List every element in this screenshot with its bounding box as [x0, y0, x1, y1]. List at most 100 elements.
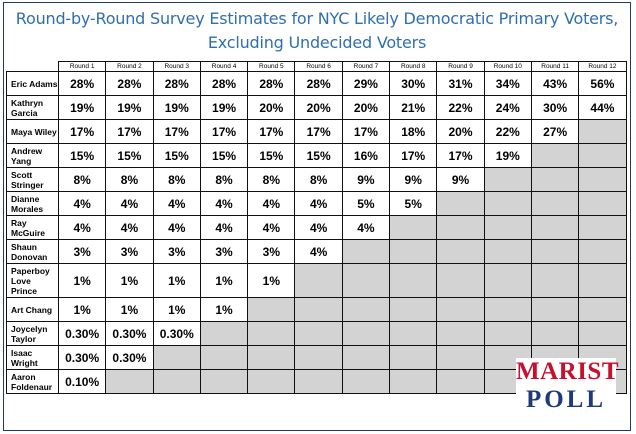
vote-share-cell: 3% — [247, 239, 296, 264]
eliminated-cell — [341, 369, 391, 394]
vote-share-cell: 15% — [294, 143, 343, 168]
vote-share-cell: 30% — [389, 71, 438, 96]
vote-share-cell: 1% — [57, 263, 107, 298]
vote-share-cell: 28% — [57, 71, 107, 96]
eliminated-cell — [247, 369, 296, 394]
vote-share-cell: 1% — [152, 297, 201, 322]
vote-share-cell: 18% — [389, 119, 438, 144]
eliminated-cell — [578, 321, 627, 346]
vote-share-cell: 20% — [341, 95, 391, 120]
vote-share-cell: 17% — [389, 143, 438, 168]
vote-share-cell: 19% — [483, 143, 532, 168]
column-header-round-12: Round 12 — [578, 61, 627, 72]
eliminated-cell — [530, 239, 580, 264]
vote-share-cell: 0.30% — [57, 345, 107, 370]
eliminated-cell — [436, 239, 485, 264]
vote-share-cell: 17% — [105, 119, 154, 144]
eliminated-cell — [341, 263, 391, 298]
column-header-round-2: Round 2 — [105, 61, 154, 72]
eliminated-cell — [294, 369, 343, 394]
results-table: Round 1 Round 2 Round 3 Round 4 Round 5 Round… — [6, 61, 627, 394]
eliminated-cell — [436, 297, 485, 322]
chart-title-line1: Round-by-Round Survey Estimates for NYC … — [15, 9, 619, 28]
eliminated-cell — [578, 143, 627, 168]
vote-share-cell: 20% — [247, 95, 296, 120]
table-row: Joycelyn Taylor 0.30% 0.30% 0.30% — [6, 321, 627, 346]
marist-poll-logo: MARIST POLL — [516, 358, 619, 418]
eliminated-cell — [530, 297, 580, 322]
eliminated-cell — [389, 369, 438, 394]
vote-share-cell: 4% — [57, 191, 107, 216]
vote-share-cell: 9% — [341, 167, 391, 192]
eliminated-cell — [530, 167, 580, 192]
vote-share-cell: 8% — [247, 167, 296, 192]
eliminated-cell — [578, 215, 627, 240]
candidate-name: Kathryn Garcia — [6, 95, 59, 120]
eliminated-cell — [105, 369, 154, 394]
eliminated-cell — [436, 345, 485, 370]
vote-share-cell: 0.30% — [105, 321, 154, 346]
table-row: Paperboy Love Prince 1% 1% 1% 1% 1% — [6, 263, 627, 298]
column-header-round-8: Round 8 — [389, 61, 438, 72]
vote-share-cell: 8% — [57, 167, 107, 192]
vote-share-cell: 15% — [199, 143, 249, 168]
vote-share-cell: 22% — [483, 119, 532, 144]
eliminated-cell — [341, 297, 391, 322]
vote-share-cell: 8% — [199, 167, 249, 192]
vote-share-cell: 8% — [105, 167, 154, 192]
eliminated-cell — [389, 215, 438, 240]
vote-share-cell: 28% — [199, 71, 249, 96]
column-header-round-7: Round 7 — [341, 61, 391, 72]
eliminated-cell — [436, 369, 485, 394]
candidate-name: Art Chang — [6, 297, 59, 322]
vote-share-cell: 1% — [152, 263, 201, 298]
candidate-name: Shaun Donovan — [6, 239, 59, 264]
vote-share-cell: 19% — [105, 95, 154, 120]
vote-share-cell: 1% — [105, 263, 154, 298]
vote-share-cell: 1% — [247, 263, 296, 298]
table-row: Kathryn Garcia 19% 19% 19% 19% 20% 20% 20% 21% 22… — [6, 95, 627, 120]
column-header-round-10: Round 10 — [483, 61, 532, 72]
vote-share-cell: 20% — [294, 95, 343, 120]
vote-share-cell: 4% — [57, 215, 107, 240]
vote-share-cell: 4% — [199, 215, 249, 240]
vote-share-cell: 17% — [152, 119, 201, 144]
eliminated-cell — [294, 263, 343, 298]
candidate-name: Maya Wiley — [6, 119, 59, 144]
eliminated-cell — [530, 191, 580, 216]
vote-share-cell: 28% — [105, 71, 154, 96]
chart-frame: Round-by-Round Survey Estimates for NYC … — [3, 2, 631, 431]
vote-share-cell: 0.30% — [105, 345, 154, 370]
candidate-name: Ray McGuire — [6, 215, 59, 240]
vote-share-cell: 22% — [436, 95, 485, 120]
vote-share-cell: 1% — [199, 263, 249, 298]
eliminated-cell — [389, 345, 438, 370]
candidate-name: Aaron Foldenaur — [6, 369, 59, 394]
vote-share-cell: 9% — [436, 167, 485, 192]
eliminated-cell — [389, 239, 438, 264]
eliminated-cell — [294, 297, 343, 322]
table-row: Art Chang 1% 1% 1% 1% — [6, 297, 627, 322]
vote-share-cell: 44% — [578, 95, 627, 120]
vote-share-cell: 19% — [57, 95, 107, 120]
vote-share-cell: 34% — [483, 71, 532, 96]
chart-title: Round-by-Round Survey Estimates for NYC … — [4, 7, 630, 55]
vote-share-cell: 28% — [247, 71, 296, 96]
vote-share-cell: 56% — [578, 71, 627, 96]
eliminated-cell — [389, 297, 438, 322]
candidate-name: Scott Stringer — [6, 167, 59, 192]
table-row: Andrew Yang 15% 15% 15% 15% 15% 15% 16% 17% 17% 19… — [6, 143, 627, 168]
chart-title-line2: Excluding Undecided Voters — [207, 33, 427, 52]
vote-share-cell: 17% — [294, 119, 343, 144]
eliminated-cell — [483, 297, 532, 322]
vote-share-cell: 4% — [247, 215, 296, 240]
candidate-name: Joycelyn Taylor — [6, 321, 59, 346]
eliminated-cell — [483, 239, 532, 264]
eliminated-cell — [199, 369, 249, 394]
eliminated-cell — [152, 345, 201, 370]
vote-share-cell: 8% — [294, 167, 343, 192]
vote-share-cell: 3% — [57, 239, 107, 264]
vote-share-cell: 4% — [105, 191, 154, 216]
vote-share-cell: 17% — [436, 143, 485, 168]
vote-share-cell: 1% — [57, 297, 107, 322]
